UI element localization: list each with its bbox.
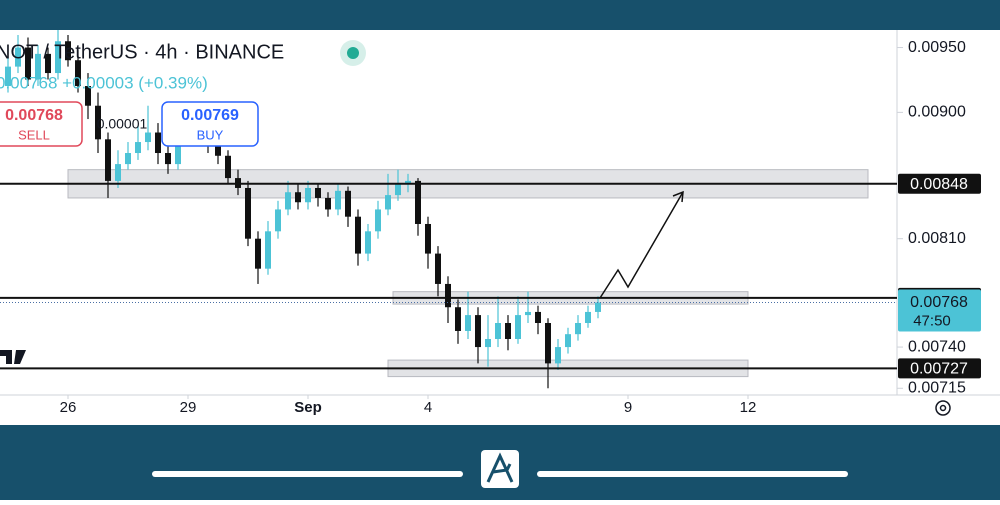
candle-body <box>25 47 31 80</box>
candle-body <box>125 153 131 165</box>
candle-body <box>575 323 581 335</box>
candle-body <box>265 231 271 269</box>
candle-body <box>155 132 161 154</box>
sell-price: 0.00768 <box>5 107 63 124</box>
level-label: 0.00727 <box>910 361 968 378</box>
candle-body <box>135 142 141 154</box>
x-tick-label: 29 <box>180 399 197 416</box>
candle-body <box>5 66 11 87</box>
candle-body <box>365 231 371 254</box>
candle-body <box>305 187 311 203</box>
candle-body <box>65 41 71 61</box>
candle-body <box>15 47 21 67</box>
candle-body <box>145 132 151 143</box>
x-tick-label: 12 <box>740 399 757 416</box>
candle-body <box>75 60 81 87</box>
candle-body <box>255 238 261 269</box>
buy-label: BUY <box>197 127 224 142</box>
candle-body <box>585 311 591 324</box>
candle-body <box>425 223 431 254</box>
top-frame <box>0 0 1000 30</box>
candle-body <box>55 41 61 74</box>
axes: 0.00950 0.00900 0.00810 0.00740 0.00715 26 29 S… <box>0 39 981 416</box>
candle-body <box>525 311 531 316</box>
projection-arrow <box>599 191 684 299</box>
candle-body <box>285 192 291 210</box>
x-tick-label: 4 <box>424 399 432 416</box>
candle-body <box>315 187 321 198</box>
candle-body <box>175 139 181 165</box>
settings-icon-center <box>939 404 947 412</box>
x-tick-label: 26 <box>60 399 77 416</box>
candle-body <box>325 197 331 210</box>
candle-body <box>435 253 441 284</box>
candle-body <box>275 209 281 232</box>
candle-body <box>95 105 101 140</box>
candle-body <box>85 86 91 106</box>
candle-body <box>565 334 571 348</box>
candle-body <box>455 307 461 331</box>
candle-body <box>375 209 381 232</box>
candle-body <box>555 347 561 364</box>
candle-body <box>595 302 601 312</box>
candle-body <box>35 53 41 80</box>
last-price-label: 0.00768 <box>910 294 968 311</box>
candle-body <box>475 315 481 348</box>
chart-title: NOT / TetherUS · 4h · BINANCE <box>0 41 284 63</box>
level-label: 0.00848 <box>910 176 968 193</box>
candle-body <box>415 180 421 224</box>
countdown: 47:50 <box>913 313 951 330</box>
candle-body <box>485 338 491 348</box>
y-tick-label: 0.00810 <box>908 230 966 247</box>
footer-logo-mark <box>486 452 514 483</box>
spread: 0.00001 <box>97 116 148 132</box>
x-tick-label: Sep <box>294 399 322 416</box>
candle-body <box>225 155 231 179</box>
candle-body <box>115 164 121 181</box>
candle-body <box>215 146 221 156</box>
candle-body <box>445 283 451 308</box>
candle-body <box>295 192 301 203</box>
candle-body <box>395 183 401 196</box>
candle-body <box>45 53 51 74</box>
level-label-box <box>898 173 981 194</box>
buy-button[interactable] <box>161 101 259 147</box>
y-tick-label: 0.00950 <box>908 39 966 56</box>
candle-body <box>405 180 411 184</box>
status-dot <box>347 47 359 59</box>
candle-body <box>465 315 471 331</box>
y-tick-label: 0.00900 <box>908 104 966 121</box>
sell-button[interactable] <box>0 101 83 147</box>
candle-body <box>355 216 361 254</box>
y-tick-label: 0.00740 <box>908 338 966 355</box>
last-price-box <box>898 289 981 332</box>
arrow-head <box>672 190 684 203</box>
candle-body <box>165 153 171 165</box>
candle-body <box>545 323 551 364</box>
candle-body <box>105 139 111 181</box>
y-tick-label: 0.00715 <box>908 379 966 396</box>
settings-icon[interactable] <box>935 400 951 416</box>
x-tick-label: 9 <box>624 399 632 416</box>
candle-body <box>345 190 351 217</box>
price-change: 0.00768 +0.00003 (+0.39%) <box>0 73 208 92</box>
candle-body <box>535 311 541 324</box>
candle-body <box>335 190 341 210</box>
candle-body <box>385 195 391 210</box>
sell-label: SELL <box>18 127 50 142</box>
tv-logo <box>0 350 26 364</box>
candle-body <box>245 187 251 239</box>
buy-price: 0.00769 <box>181 107 239 124</box>
candle-body <box>515 315 521 339</box>
candle-body <box>505 323 511 339</box>
candle-body <box>495 323 501 339</box>
level-label-box <box>898 358 981 379</box>
